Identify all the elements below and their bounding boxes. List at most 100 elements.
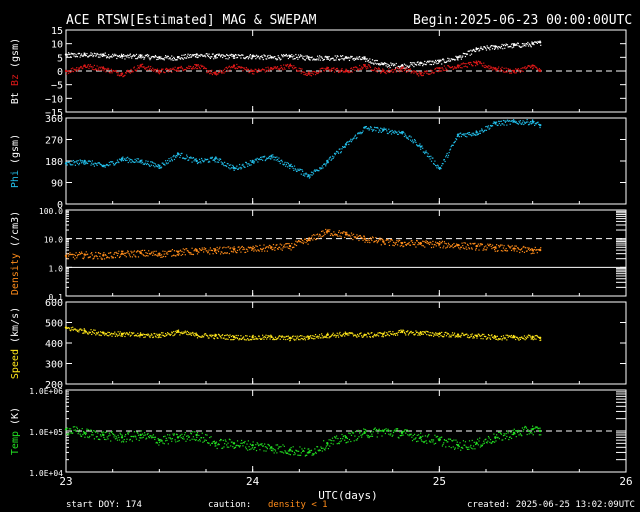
temp-sample-dot <box>466 448 469 451</box>
mag-sample-dot <box>135 53 138 56</box>
mag-sample-dot <box>143 58 145 60</box>
temp-sample-dot <box>469 446 471 448</box>
mag-sample-dot <box>455 67 457 69</box>
mag-sample-dot <box>142 66 144 68</box>
density-sample-dot <box>531 248 533 250</box>
mag-sample-dot <box>170 59 172 61</box>
phi-sample-dot <box>540 124 542 126</box>
density-ylabel-part: Density <box>10 253 21 295</box>
temp-sample-dot <box>395 428 397 430</box>
temp-sample-dot <box>118 436 120 439</box>
temp-sample-dot <box>329 445 331 447</box>
speed-sample-dot <box>163 335 165 337</box>
temp-sample-dot <box>351 431 353 433</box>
phi-sample-dot <box>292 167 294 169</box>
phi-sample-dot <box>521 122 524 124</box>
mag-sample-dot <box>427 73 429 75</box>
phi-sample-dot <box>297 169 300 171</box>
speed-sample-dot <box>203 334 205 336</box>
mag-sample-dot <box>303 55 305 58</box>
phi-sample-dot <box>351 139 353 141</box>
phi-sample-dot <box>128 158 130 160</box>
temp-sample-dot <box>434 442 437 444</box>
mag-sample-dot <box>529 66 532 69</box>
mag-sample-dot <box>380 63 382 65</box>
temp-sample-dot <box>380 430 382 432</box>
temp-sample-dot <box>102 431 104 433</box>
mag-sample-dot <box>319 59 321 61</box>
speed-sample-dot <box>307 338 309 340</box>
mag-sample-dot <box>300 72 302 74</box>
mag-sample-dot <box>205 56 207 58</box>
phi-sample-dot <box>278 160 281 163</box>
density-sample-dot <box>487 243 489 245</box>
density-sample-dot <box>152 252 155 254</box>
mag-sample-dot <box>443 69 445 72</box>
phi-sample-dot <box>143 163 145 165</box>
mag-sample-dot <box>302 58 304 60</box>
speed-sample-dot <box>290 337 292 339</box>
mag-sample-dot <box>243 67 245 69</box>
temp-sample-dot <box>464 441 467 443</box>
phi-sample-dot <box>385 128 387 130</box>
speed-sample-dot <box>371 331 373 334</box>
speed-sample-dot <box>331 334 333 336</box>
phi-sample-dot <box>73 162 75 164</box>
phi-sample-dot <box>155 165 157 167</box>
mag-sample-dot <box>429 73 431 75</box>
temp-sample-dot <box>112 433 115 436</box>
speed-sample-dot <box>306 335 308 337</box>
mag-sample-dot <box>186 55 188 57</box>
mag-sample-dot <box>477 47 479 50</box>
mag-sample-dot <box>215 74 218 76</box>
temp-sample-dot <box>453 448 456 450</box>
phi-sample-dot <box>249 160 252 162</box>
phi-sample-dot <box>272 154 274 156</box>
mag-sample-dot <box>187 53 189 55</box>
mag-sample-dot <box>512 43 514 45</box>
mag-sample-dot <box>340 70 342 72</box>
temp-sample-dot <box>517 431 519 434</box>
density-sample-dot <box>276 248 279 250</box>
temp-sample-dot <box>233 447 235 449</box>
density-sample-dot <box>471 248 473 250</box>
speed-sample-dot <box>217 337 219 339</box>
mag-sample-dot <box>192 54 194 56</box>
density-sample-dot <box>455 245 457 247</box>
mag-sample-dot <box>411 71 414 73</box>
mag-sample-dot <box>72 53 74 55</box>
speed-sample-dot <box>224 338 226 340</box>
phi-sample-dot <box>534 124 536 127</box>
temp-sample-dot <box>131 440 133 442</box>
speed-sample-dot <box>325 335 327 337</box>
mag-sample-dot <box>146 67 148 69</box>
temp-sample-dot <box>506 430 509 432</box>
density-sample-dot <box>68 253 70 256</box>
phi-sample-dot <box>423 151 425 153</box>
temp-sample-dot <box>462 447 464 449</box>
mag-sample-dot <box>341 68 343 70</box>
temp-sample-dot <box>201 432 203 434</box>
density-sample-dot <box>339 235 341 237</box>
mag-sample-dot <box>137 65 139 67</box>
density-sample-dot <box>249 247 251 249</box>
phi-sample-dot <box>226 162 228 165</box>
temp-sample-dot <box>138 439 140 442</box>
temp-sample-dot <box>482 443 484 445</box>
phi-sample-dot <box>396 131 398 133</box>
mag-sample-dot <box>131 55 133 57</box>
phi-sample-dot <box>478 132 480 134</box>
mag-sample-dot <box>423 63 425 65</box>
mag-sample-dot <box>107 56 109 58</box>
mag-sample-dot <box>469 61 471 64</box>
mag-sample-dot <box>401 70 403 72</box>
temp-sample-dot <box>371 435 374 437</box>
temp-sample-dot <box>224 443 226 445</box>
density-sample-dot <box>426 240 429 243</box>
speed-sample-dot <box>260 338 262 340</box>
mag-sample-dot <box>133 67 135 69</box>
mag-sample-dot <box>265 67 267 69</box>
mag-sample-dot <box>364 64 366 66</box>
speed-sample-dot <box>184 332 186 334</box>
